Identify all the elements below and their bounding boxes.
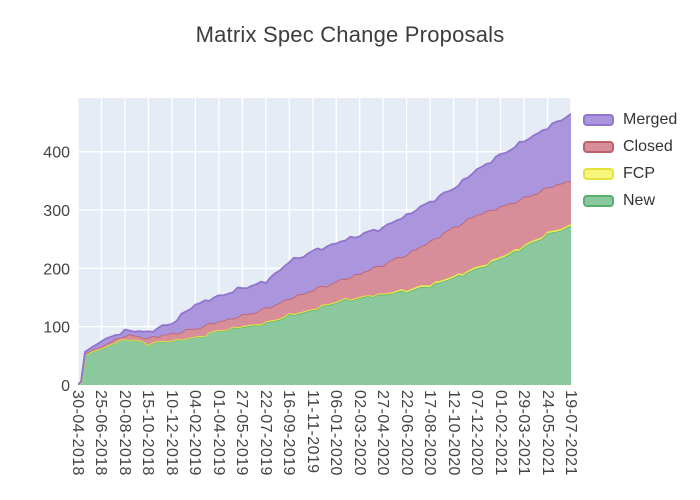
area-new [78,225,571,385]
x-tick-label: 27-05-2019 [233,390,251,476]
x-tick-label: 27-04-2020 [374,390,392,476]
legend-item-fcp[interactable]: FCP [583,160,677,187]
legend-item-new[interactable]: New [583,187,677,214]
x-tick-label: 29-03-2021 [515,390,533,476]
legend-item-merged[interactable]: Merged [583,106,677,133]
legend: Merged Closed FCP New [583,106,677,214]
y-tick-label: 100 [43,320,70,337]
x-tick-label: 04-02-2019 [186,390,204,476]
legend-swatch-icon [583,113,614,126]
y-tick-label: 200 [43,261,70,278]
x-tick-label: 22-06-2020 [397,390,415,476]
x-tick-label: 20-08-2018 [115,390,133,476]
x-tick-label: 17-08-2020 [421,390,439,476]
legend-label: FCP [623,164,655,182]
x-tick-label: 07-12-2020 [468,390,486,476]
chart-title: Matrix Spec Change Proposals [195,22,505,47]
x-tick-label: 24-05-2021 [538,390,556,476]
y-tick-label: 400 [43,145,70,162]
x-tick-label: 22-07-2019 [256,390,274,476]
legend-swatch-icon [583,140,614,153]
y-tick-label: 0 [61,378,70,395]
area-merged [78,113,571,385]
x-tick-label: 02-03-2020 [350,390,368,476]
x-tick-label: 01-02-2021 [491,390,509,476]
legend-item-closed[interactable]: Closed [583,133,677,160]
area-closed [78,181,571,385]
y-tick-label: 300 [43,203,70,220]
x-tick-label: 15-10-2018 [139,390,157,476]
y-axis-tick-labels: 0 100 200 300 400 [43,145,70,395]
legend-swatch-icon [583,194,614,207]
legend-label: New [623,191,656,209]
x-tick-label: 10-12-2018 [162,390,180,476]
x-tick-label: 06-01-2020 [327,390,345,476]
legend-label: Closed [623,137,673,155]
legend-swatch-icon [583,167,614,180]
x-tick-label: 11-11-2019 [303,390,321,474]
x-tick-label: 30-04-2018 [69,390,86,476]
x-tick-label: 16-09-2019 [280,390,298,476]
x-tick-label: 25-06-2018 [92,390,110,476]
line-merged [78,113,571,385]
legend-label: Merged [623,110,678,128]
x-tick-label: 01-04-2019 [209,390,227,476]
area-series [78,113,571,385]
x-tick-label: 12-10-2020 [444,390,462,476]
x-tick-label: 19-07-2021 [562,390,579,476]
